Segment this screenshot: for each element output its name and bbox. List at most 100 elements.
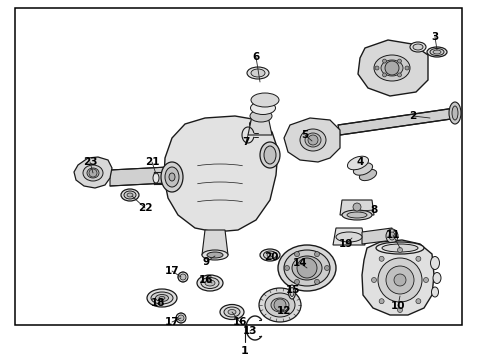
Ellipse shape (220, 305, 244, 320)
Ellipse shape (251, 69, 265, 77)
Circle shape (353, 203, 361, 211)
Circle shape (315, 252, 319, 257)
Ellipse shape (121, 189, 139, 201)
Circle shape (294, 252, 299, 257)
Circle shape (379, 299, 384, 304)
Ellipse shape (381, 60, 403, 76)
Ellipse shape (433, 273, 441, 284)
Ellipse shape (147, 289, 177, 307)
Ellipse shape (289, 285, 295, 299)
Ellipse shape (432, 287, 439, 297)
Text: 23: 23 (83, 157, 97, 167)
Ellipse shape (224, 307, 240, 317)
Ellipse shape (124, 191, 136, 199)
Ellipse shape (382, 244, 418, 252)
Text: 13: 13 (243, 326, 257, 336)
Text: 8: 8 (370, 205, 378, 215)
Ellipse shape (155, 294, 169, 302)
Polygon shape (110, 167, 168, 186)
Text: 16: 16 (199, 275, 213, 285)
Ellipse shape (264, 146, 276, 164)
Text: 22: 22 (138, 203, 152, 213)
Ellipse shape (151, 292, 173, 304)
Ellipse shape (153, 173, 159, 183)
Polygon shape (164, 116, 278, 232)
Ellipse shape (260, 249, 280, 261)
Circle shape (176, 313, 186, 323)
Circle shape (89, 169, 97, 177)
Ellipse shape (264, 251, 276, 259)
Ellipse shape (452, 106, 458, 120)
Polygon shape (74, 157, 112, 188)
Circle shape (378, 258, 422, 302)
Ellipse shape (353, 163, 372, 175)
Bar (15, 8, 462, 325)
Circle shape (180, 274, 186, 280)
Circle shape (397, 248, 402, 252)
Ellipse shape (250, 110, 272, 122)
Text: 21: 21 (145, 157, 159, 167)
Circle shape (375, 66, 379, 70)
Text: 9: 9 (202, 257, 210, 267)
Ellipse shape (386, 229, 398, 243)
Text: 4: 4 (356, 157, 364, 167)
Polygon shape (202, 230, 228, 255)
Circle shape (178, 315, 184, 321)
Polygon shape (362, 240, 434, 315)
Ellipse shape (433, 50, 441, 54)
Circle shape (394, 274, 406, 286)
Ellipse shape (347, 156, 368, 170)
Ellipse shape (127, 193, 133, 197)
Ellipse shape (300, 129, 326, 151)
Ellipse shape (292, 256, 322, 280)
Circle shape (397, 73, 401, 77)
Ellipse shape (389, 232, 395, 240)
Ellipse shape (260, 142, 280, 168)
Circle shape (294, 279, 299, 284)
Circle shape (416, 256, 421, 261)
Polygon shape (248, 116, 272, 135)
Ellipse shape (250, 102, 275, 114)
Polygon shape (362, 228, 394, 244)
Circle shape (423, 278, 428, 283)
Ellipse shape (87, 168, 99, 178)
Ellipse shape (290, 288, 294, 297)
Ellipse shape (359, 170, 377, 181)
Polygon shape (340, 200, 374, 215)
Circle shape (397, 307, 402, 312)
Ellipse shape (431, 256, 440, 270)
Text: 18: 18 (151, 298, 165, 308)
Ellipse shape (284, 250, 330, 286)
Ellipse shape (83, 165, 103, 181)
Circle shape (178, 272, 188, 282)
Circle shape (383, 73, 387, 77)
Ellipse shape (430, 49, 444, 55)
Text: 6: 6 (252, 52, 260, 62)
Circle shape (315, 279, 319, 284)
Ellipse shape (374, 55, 410, 81)
Ellipse shape (249, 118, 269, 130)
Polygon shape (333, 228, 365, 245)
Text: 11: 11 (386, 230, 400, 240)
Text: 1: 1 (241, 346, 249, 356)
Ellipse shape (205, 280, 215, 286)
Ellipse shape (228, 310, 236, 315)
Ellipse shape (197, 275, 223, 291)
Text: 7: 7 (243, 137, 250, 147)
Ellipse shape (159, 297, 165, 300)
Ellipse shape (169, 173, 175, 181)
Text: 10: 10 (391, 301, 405, 311)
Polygon shape (284, 118, 340, 162)
Ellipse shape (259, 288, 301, 322)
Circle shape (285, 266, 290, 270)
Text: 2: 2 (409, 111, 416, 121)
Text: 17: 17 (165, 317, 179, 327)
Text: 5: 5 (301, 130, 309, 140)
Text: 19: 19 (339, 239, 353, 249)
Ellipse shape (410, 42, 426, 52)
Circle shape (405, 66, 409, 70)
Ellipse shape (251, 93, 279, 107)
Text: 12: 12 (277, 306, 291, 316)
Circle shape (379, 256, 384, 261)
Ellipse shape (278, 245, 336, 291)
